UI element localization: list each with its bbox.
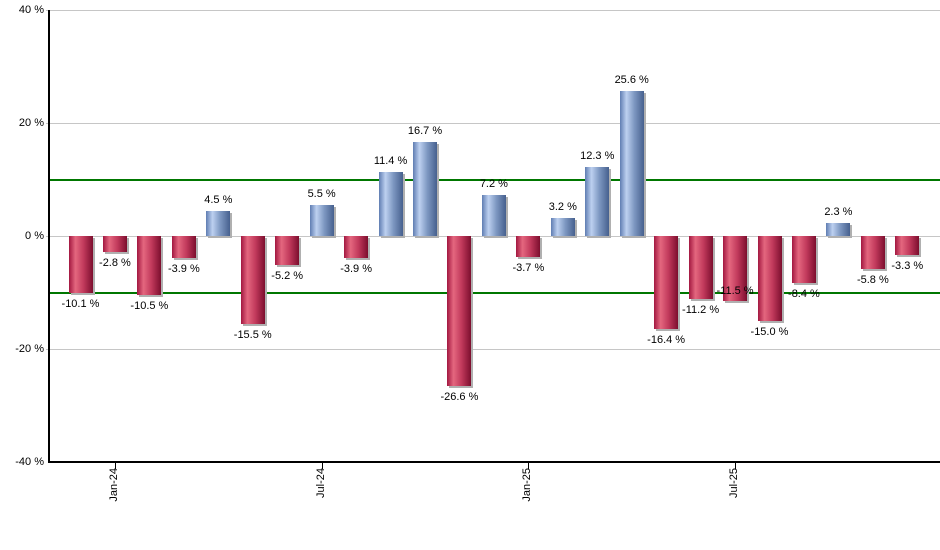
x-axis-tick-mark [321,463,323,469]
bar-negative [860,236,885,269]
bar-value-label: 25.6 % [614,74,649,87]
bar-positive [413,141,437,236]
bar-negative [344,236,369,259]
bar-positive [550,217,575,236]
bar-value-label: 7.2 % [479,178,508,191]
bar-value-label: -15.5 % [233,328,272,341]
y-axis-tick-label: 40 % [18,4,44,16]
x-axis-tick-mark [114,463,116,469]
bar-negative [757,236,782,321]
bar-negative [516,236,541,257]
bar-positive [309,204,334,236]
bar-negative [688,236,713,300]
bar-value-label: -16.4 % [647,333,686,346]
bar-value-label: -3.7 % [512,261,545,274]
bar-negative [137,236,162,296]
x-axis-tick-label: Jan-24 [107,468,120,502]
reference-line [50,291,940,294]
y-axis-line [48,10,50,463]
y-gridline [46,9,940,11]
bar-value-label: -8.4 % [788,288,820,301]
bar-value-label: -10.1 % [61,298,100,311]
x-axis-tick-mark [735,463,737,469]
bar-negative [654,236,679,329]
x-axis-tick-mark [528,463,530,469]
bar-value-label: -11.5 % [716,284,754,297]
bar-value-label: -10.5 % [130,300,169,313]
bar-positive [619,91,644,236]
bar-negative [240,236,265,324]
bar-value-label: 3.2 % [548,200,577,213]
bar-positive [206,210,231,236]
x-axis-tick-label: Jan-25 [521,468,534,502]
bar-value-label: 12.3 % [580,149,615,162]
bar-value-label: -3.3 % [891,259,924,272]
bar-value-label: -3.9 % [167,263,200,276]
bar-value-label: 5.5 % [307,187,336,200]
x-axis-tick-label: Jul-25 [728,468,741,498]
bar-value-label: 11.4 % [373,154,408,167]
bar-negative [791,236,816,284]
bar-value-label: 4.5 % [204,193,233,206]
bar-positive [585,166,610,236]
y-axis-tick-label: 0 % [25,230,44,242]
reference-line [50,178,940,181]
bar-positive [378,171,403,236]
bar-value-label: -15.0 % [750,325,789,338]
x-axis-line [48,461,940,463]
y-axis-tick-label: -20 % [15,343,44,355]
bar-value-label: 16.7 % [407,124,443,137]
bar-positive [481,195,506,236]
bar-value-label: 2.3 % [824,206,853,218]
bar-value-label: -3.9 % [340,263,372,276]
bar-value-label: -2.8 % [99,256,131,269]
y-gridline [46,348,940,350]
y-axis-tick-label: 20 % [18,117,44,129]
bar-value-label: -5.2 % [271,270,304,283]
y-gridline [46,122,940,124]
bar-negative [447,236,472,387]
bar-positive [826,223,851,236]
bar-value-label: -26.6 % [440,391,479,404]
y-axis-tick-label: -40 % [15,456,44,468]
bar-negative [723,236,748,301]
bar-value-label: -5.8 % [856,273,889,286]
bar-negative [895,236,920,255]
bar-negative [102,236,127,252]
x-axis-tick-label: Jul-24 [314,468,327,498]
bar-negative [275,236,300,266]
bar-negative [68,236,93,294]
bar-value-label: -11.2 % [682,304,720,317]
bar-negative [171,236,196,259]
y-gridline [46,235,940,237]
